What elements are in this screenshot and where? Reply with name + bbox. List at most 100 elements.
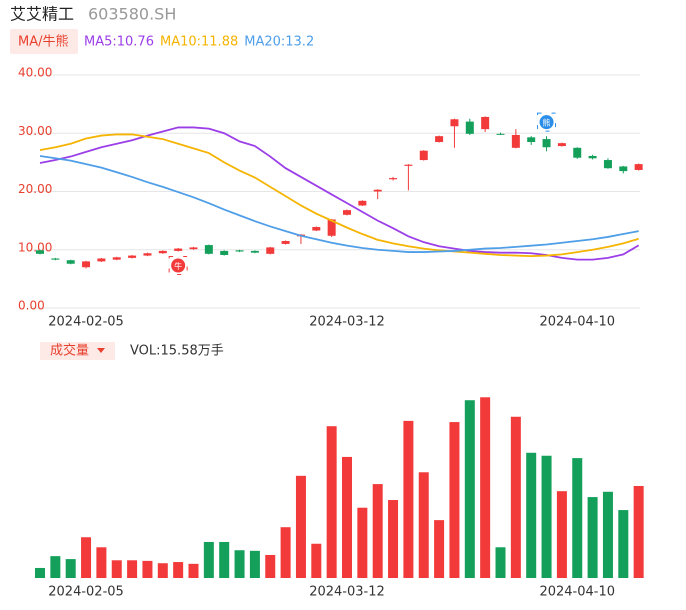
ma-line <box>39 155 639 253</box>
candle-body <box>235 250 244 252</box>
y-tick-label: 20.00 <box>18 182 52 196</box>
volume-bar <box>556 491 567 578</box>
x-tick-label: 2024-03-12 <box>309 585 385 600</box>
candle-body <box>435 136 444 142</box>
candle-body <box>266 247 275 254</box>
volume-bar <box>96 547 107 578</box>
candle-body <box>97 258 106 262</box>
volume-bar <box>295 475 306 578</box>
candle-body <box>527 137 536 142</box>
volume-bar <box>157 563 168 578</box>
volume-bar <box>587 497 598 578</box>
candle-body <box>112 257 121 260</box>
ma-button[interactable]: MA/牛熊 <box>18 34 69 50</box>
legend-entry: MA20:13.2 <box>244 35 314 50</box>
volume-bar <box>219 541 230 578</box>
stock-name: 艾艾精工 <box>10 5 74 24</box>
candle-body <box>465 121 474 134</box>
candle-body <box>511 134 520 148</box>
candle-body <box>343 210 351 215</box>
volume-bar <box>111 560 122 578</box>
candle-body <box>250 250 259 253</box>
volume-bar <box>35 567 45 578</box>
candle-body <box>404 164 413 166</box>
x-tick-label: 2024-02-05 <box>48 585 124 600</box>
x-tick-label: 2024-02-05 <box>48 315 124 330</box>
candle-body <box>373 189 382 192</box>
volume-bar <box>249 550 260 578</box>
ma-line <box>39 133 639 258</box>
y-tick-label: 30.00 <box>18 124 52 138</box>
volume-bar <box>50 556 61 578</box>
candle-body <box>327 219 336 236</box>
y-tick-label: 0.00 <box>18 299 45 313</box>
candle-body <box>143 253 152 256</box>
candle-body <box>634 164 643 170</box>
volume-bar <box>449 422 460 578</box>
volume-bar <box>480 397 491 578</box>
volume-bar <box>203 541 214 578</box>
volume-bar <box>403 420 414 578</box>
volume-bar <box>434 520 445 578</box>
signal-icon <box>171 258 186 273</box>
x-tick-label: 2024-04-10 <box>539 315 615 330</box>
legend-entry: MA5:10.76 <box>84 35 154 50</box>
volume-bar <box>572 458 583 578</box>
candle-body <box>481 116 490 130</box>
candle-body <box>542 139 551 148</box>
volume-bar <box>188 563 199 578</box>
signal-icon <box>539 115 554 130</box>
volume-bar <box>526 452 537 578</box>
candle-body <box>619 166 628 172</box>
stock-code: 603580.SH <box>88 5 176 24</box>
candle-body <box>220 250 229 255</box>
signal-frame <box>168 255 188 275</box>
y-tick-label: 10.00 <box>18 240 52 254</box>
signal-label: 牛 <box>174 261 182 271</box>
signal-label: 熊 <box>543 118 551 128</box>
candle-body <box>389 178 398 180</box>
volume-bar <box>418 472 429 578</box>
volume-bar <box>142 560 153 578</box>
ma-button-bg[interactable] <box>10 29 78 54</box>
candle-body <box>603 160 612 169</box>
volume-bar <box>633 485 644 578</box>
candle-body <box>573 147 582 158</box>
candle-body <box>557 143 566 147</box>
candle-body <box>588 155 597 159</box>
volume-bar <box>265 554 276 578</box>
candle-body <box>450 119 459 127</box>
signal-frame <box>537 112 557 132</box>
vol-button-bg[interactable] <box>40 342 115 360</box>
candle-body <box>51 258 60 260</box>
candle-body <box>128 255 137 258</box>
volume-bar <box>618 510 629 578</box>
candle-body <box>204 245 213 254</box>
candle-body <box>358 200 367 206</box>
volume-bar <box>234 550 245 578</box>
volume-bar <box>81 537 92 578</box>
volume-bar <box>127 560 138 578</box>
candle-body <box>66 260 75 264</box>
candle-body <box>174 248 183 251</box>
volume-bar <box>510 416 521 578</box>
vol-button[interactable]: 成交量 <box>50 343 89 359</box>
candle-body <box>82 261 91 268</box>
volume-bar <box>342 456 352 578</box>
volume-bar <box>602 491 613 578</box>
volume-bar <box>357 507 368 578</box>
volume-bar <box>311 543 322 578</box>
volume-bar <box>495 547 506 578</box>
volume-bar <box>388 500 399 578</box>
dropdown-arrow <box>97 348 105 353</box>
candle-body <box>189 247 198 250</box>
volume-bar <box>173 562 184 578</box>
x-tick-label: 2024-04-10 <box>539 585 615 600</box>
volume-bar <box>372 484 383 578</box>
volume-bar <box>326 426 337 578</box>
candle-body <box>312 227 321 231</box>
volume-bar <box>280 527 291 578</box>
volume-bar <box>464 400 475 578</box>
candle-body <box>281 241 290 244</box>
